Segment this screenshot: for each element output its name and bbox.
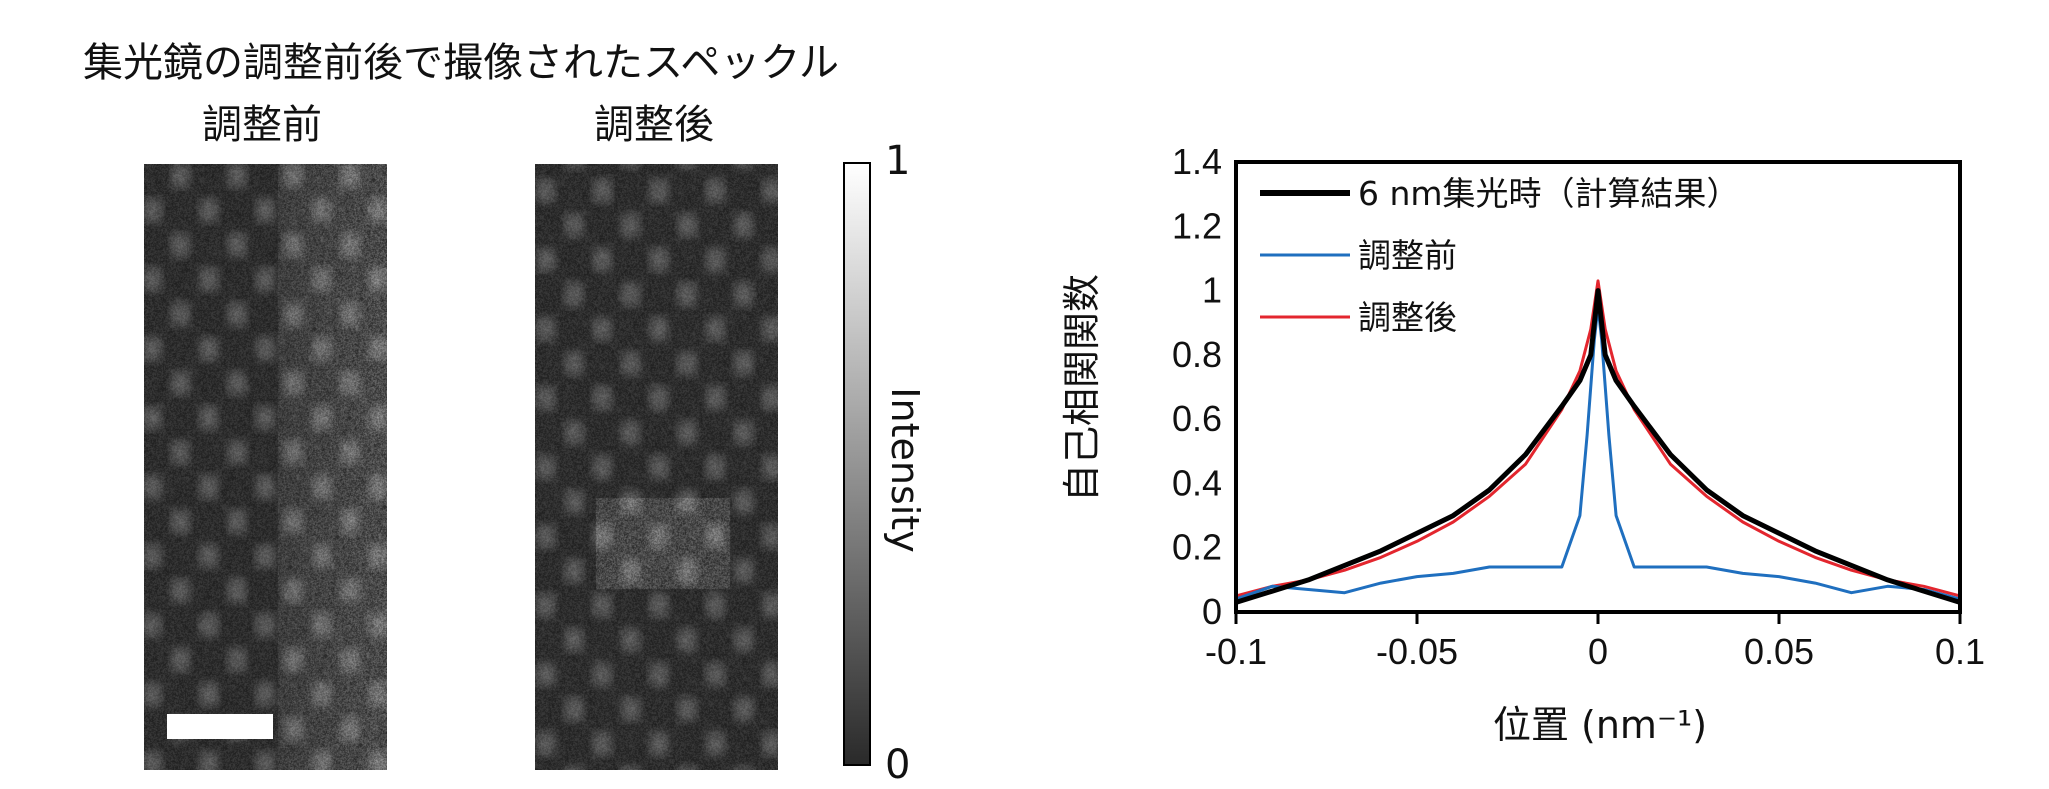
series-line-2 (1235, 279, 1961, 598)
colorbar-min-label: 0 (885, 742, 911, 788)
y-tick-label: 0.8 (1172, 334, 1222, 375)
x-tick-label: -0.05 (1376, 631, 1458, 672)
series-group (1235, 279, 1961, 605)
legend-label-0: 6 nm集光時（計算結果） (1358, 174, 1740, 213)
y-tick-label: 0 (1202, 591, 1222, 632)
y-tick-label: 0.2 (1172, 527, 1222, 568)
colorbar-max-label: 1 (885, 138, 911, 184)
x-tick-label: -0.1 (1205, 631, 1267, 672)
x-tick-label: 0.1 (1935, 631, 1985, 672)
legend-label-1: 調整前 (1358, 236, 1457, 275)
x-axis-label: 位置 (nm⁻¹) (1493, 703, 1707, 747)
panel-label-before: 調整前 (202, 102, 322, 148)
series-line-0 (1235, 288, 1961, 605)
figure-title: 集光鏡の調整前後で撮像されたスペックル (83, 40, 839, 86)
speckle-image-before (144, 164, 387, 770)
scale-bar (167, 714, 273, 739)
speckle-image-after (535, 164, 778, 770)
colorbar-label: Intensity (883, 387, 927, 553)
y-tick-label: 0.4 (1172, 462, 1222, 503)
y-axis-label: 自己相関関数 (1060, 274, 1104, 502)
series-line-1 (1235, 305, 1961, 601)
y-tick-label: 1.2 (1172, 205, 1222, 246)
x-tick-label: 0.05 (1744, 631, 1814, 672)
axes-group: 0 0.2 0.4 0.6 0.8 1 1.2 1.4 -0.1 -0.05 0 0.05 0.1 (1172, 141, 1985, 672)
autocorrelation-chart: 0 0.2 0.4 0.6 0.8 1 1.2 1.4 -0.1 -0.05 0 0.05 0.1 6 … (1060, 141, 1985, 747)
y-tick-label: 1.4 (1172, 141, 1222, 182)
panel-label-after: 調整後 (594, 102, 714, 148)
y-tick-label: 0.6 (1172, 398, 1222, 439)
legend-label-2: 調整後 (1358, 298, 1457, 337)
x-tick-label: 0 (1588, 631, 1608, 672)
plot-frame (1234, 160, 1962, 614)
intensity-colorbar (843, 162, 871, 766)
y-tick-label: 1 (1202, 270, 1222, 311)
